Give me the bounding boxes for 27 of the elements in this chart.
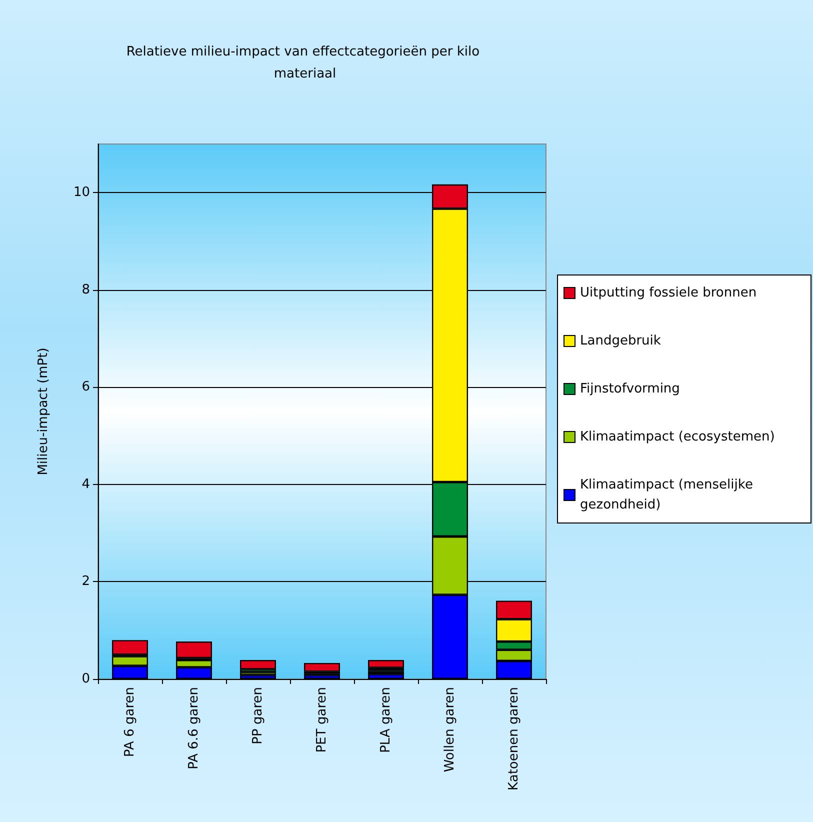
legend-label: Landgebruik	[580, 334, 662, 348]
bar	[304, 675, 340, 679]
y-tick-label: 4	[82, 476, 90, 492]
y-tick-label: 6	[82, 380, 90, 395]
x-tick-label: PET garen	[314, 687, 330, 753]
x-tick-label: Katoenen garen	[506, 687, 522, 790]
bar	[240, 660, 276, 670]
chart-title: Relatieve milieu-impact van effectcategorieën per kilo materiaal	[126, 44, 484, 82]
y-tick-label: 8	[82, 282, 90, 298]
x-tick-label: PA 6 garen	[122, 687, 138, 757]
y-tick-label: 0	[82, 672, 90, 686]
legend-label: Uitputting fossiele bronnen	[580, 286, 757, 300]
y-axis-title: Milieu-impact (mPt)	[36, 348, 51, 476]
legend-label: Klimaatimpact (menselijke gezondheid)	[580, 478, 758, 512]
y-tick-label: 2	[82, 574, 90, 590]
bar	[304, 662, 340, 672]
bar	[368, 674, 404, 679]
y-tick-label: 10	[73, 185, 90, 200]
x-tick-label: PLA garen	[378, 687, 394, 753]
x-tick-label: Wollen garen	[442, 687, 458, 772]
bar	[240, 675, 276, 679]
x-tick-label: PA 6.6 garen	[186, 687, 202, 770]
legend-label: Klimaatimpact (ecosystemen)	[580, 430, 775, 444]
x-tick-label: PP garen	[250, 687, 266, 744]
legend-label: Fijnstofvorming	[580, 382, 680, 396]
bar	[176, 642, 212, 658]
bar	[368, 660, 404, 668]
